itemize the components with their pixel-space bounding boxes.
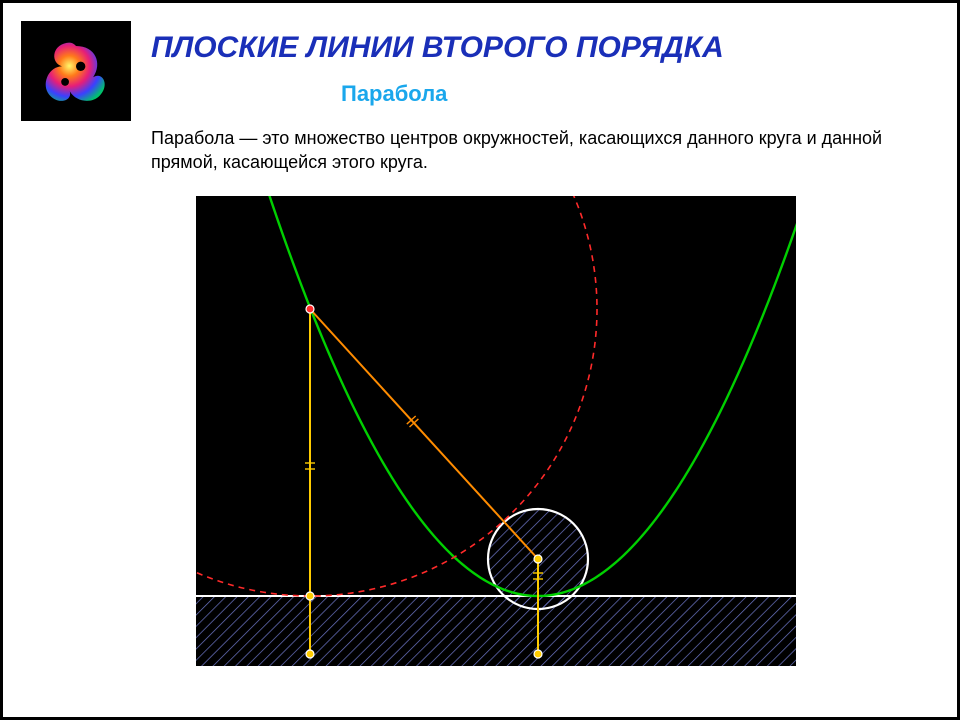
fractal-icon [37, 32, 115, 110]
parabola-diagram [196, 196, 796, 666]
diagram-svg [196, 196, 796, 666]
logo-badge [21, 21, 131, 121]
slide-content: ПЛОСКИЕ ЛИНИИ ВТОРОГО ПОРЯДКА Парабола П… [21, 21, 939, 699]
slide-frame: ПЛОСКИЕ ЛИНИИ ВТОРОГО ПОРЯДКА Парабола П… [0, 0, 960, 720]
page-title: ПЛОСКИЕ ЛИНИИ ВТОРОГО ПОРЯДКА [151, 31, 724, 65]
page-subtitle: Парабола [341, 81, 447, 107]
definition-text: Парабола — это множество центров окружно… [151, 126, 909, 175]
